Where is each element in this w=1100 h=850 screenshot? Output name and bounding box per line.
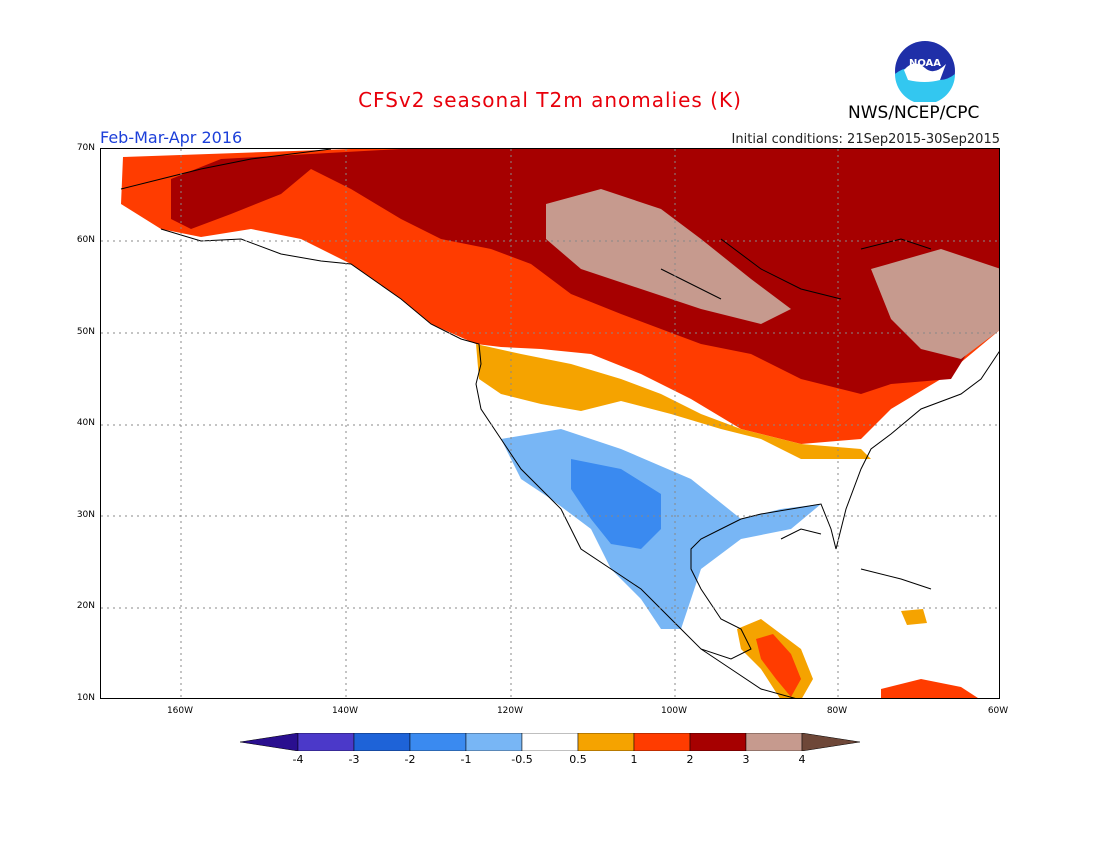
colorbar-label: 4 — [798, 753, 806, 766]
colorbar-swatch — [409, 733, 467, 751]
anomaly-region-central-america-red — [756, 634, 801, 697]
chart-title: CFSv2 seasonal T2m anomalies (K) — [358, 88, 742, 112]
map-panel — [100, 148, 1000, 699]
colorbar-label: 0.5 — [569, 753, 587, 766]
colorbar-label: -2 — [404, 753, 416, 766]
logo-text: NOAA — [909, 58, 941, 69]
lon-label-80w: 80W — [826, 706, 848, 716]
lon-label-120w: 120W — [496, 706, 524, 716]
anomaly-region-1K — [476, 344, 871, 459]
lat-label-10n: 10N — [76, 693, 95, 703]
colorbar-swatch — [577, 733, 635, 751]
colorbar-label: -1 — [460, 753, 472, 766]
noaa-logo: NOAA — [895, 41, 955, 102]
colorbar-swatch — [633, 733, 691, 751]
colorbar-swatch — [745, 733, 803, 751]
lat-label-70n: 70N — [76, 143, 95, 153]
colorbar-label: 1 — [630, 753, 638, 766]
lon-label-140w: 140W — [331, 706, 359, 716]
colorbar-label: -0.5 — [511, 753, 533, 766]
graticule — [101, 149, 999, 698]
colorbar-label: 2 — [686, 753, 694, 766]
colorbar-swatch — [521, 733, 579, 751]
anomaly-region-caribbean — [901, 609, 927, 625]
lon-label-100w: 100W — [660, 706, 688, 716]
colorbar-swatch — [353, 733, 411, 751]
lon-label-160w: 160W — [166, 706, 194, 716]
anomaly-region-neg1K — [571, 459, 661, 549]
colorbar-swatch — [297, 733, 355, 751]
anomaly-region-south-america — [881, 679, 978, 698]
coastlines — [120, 149, 999, 698]
season-label: Feb-Mar-Apr 2016 — [100, 128, 243, 147]
colorbar-swatch-min — [240, 733, 299, 751]
anomaly-shading — [121, 149, 999, 698]
lat-label-60n: 60N — [76, 235, 95, 245]
colorbar-swatch-max — [801, 733, 860, 751]
lat-label-30n: 30N — [76, 510, 95, 520]
colorbar — [240, 733, 860, 751]
lon-label-60w: 60W — [987, 706, 1009, 716]
colorbar-swatch — [689, 733, 747, 751]
lat-label-40n: 40N — [76, 418, 95, 428]
colorbar-label: -4 — [292, 753, 304, 766]
agency-label: NWS/NCEP/CPC — [848, 103, 980, 123]
colorbar-label: 3 — [742, 753, 750, 766]
colorbar-label: -3 — [348, 753, 360, 766]
anomaly-region-4K-east — [871, 249, 999, 359]
anomaly-region-4K-west — [546, 189, 791, 324]
lat-label-20n: 20N — [76, 601, 95, 611]
lat-label-50n: 50N — [76, 327, 95, 337]
anomaly-map — [101, 149, 999, 698]
initial-conditions-label: Initial conditions: 21Sep2015-30Sep2015 — [731, 132, 1000, 147]
colorbar-swatch — [465, 733, 523, 751]
